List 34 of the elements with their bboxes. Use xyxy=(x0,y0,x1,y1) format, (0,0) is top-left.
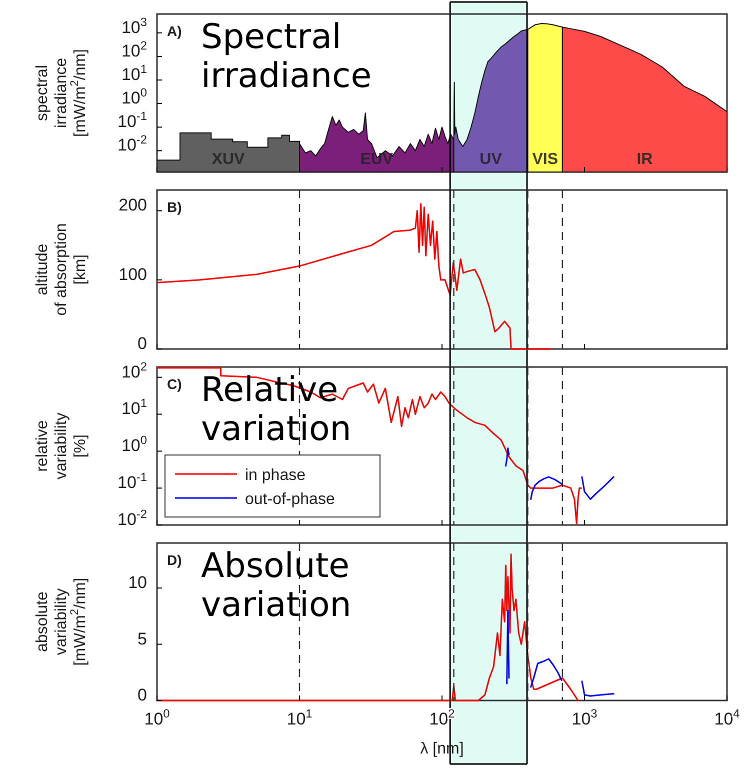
x-tick-label: 10$^{1}$ xyxy=(286,706,313,728)
y-tick-label: 10$^{2}$ xyxy=(121,359,148,382)
series-label: EUV xyxy=(360,151,394,168)
annotation: D) xyxy=(167,552,182,568)
y-tick-label: 10$^{-2}$ xyxy=(118,507,148,529)
series-label: IR xyxy=(636,151,654,168)
y-tick-label: 10 xyxy=(128,573,147,592)
y-tick-label: 10$^{1}$ xyxy=(121,396,148,418)
y-tick-label: 10$^{3}$ xyxy=(121,14,148,37)
y-tick-label: 10$^{2}$ xyxy=(121,38,148,60)
y-tick-label: 10$^{-1}$ xyxy=(118,109,148,132)
series-label: VIS xyxy=(532,151,558,168)
y-tick-label: 0 xyxy=(138,334,147,353)
x-tick-label: 10$^{4}$ xyxy=(714,706,740,728)
y-tick-label: 10$^{1}$ xyxy=(121,62,148,84)
y-tick-label: 5 xyxy=(138,629,147,648)
x-tick-label: 10$^{3}$ xyxy=(572,706,598,728)
annotation: Spectral irradiance xyxy=(201,17,372,96)
annotation: A) xyxy=(167,23,182,39)
legend-label: in phase xyxy=(245,467,306,484)
y-axis-title: relative variability [%] xyxy=(34,412,90,480)
series-label: UV xyxy=(480,151,502,168)
annotation: C) xyxy=(167,376,182,392)
y-axis-title: altitude of absorption [km] xyxy=(34,223,90,316)
y-tick-label: 200 xyxy=(118,196,147,215)
y-tick-label: 10$^{-1}$ xyxy=(118,470,148,492)
annotation: Absolute variation xyxy=(201,546,352,626)
y-tick-label: 10$^{0}$ xyxy=(121,433,148,456)
y-tick-label: 10$^{-2}$ xyxy=(118,132,148,155)
y-tick-label: 10$^{0}$ xyxy=(121,86,148,108)
annotation: B) xyxy=(167,199,182,215)
legend-label: out-of-phase xyxy=(245,491,335,508)
y-tick-label: 100 xyxy=(118,264,147,284)
y-tick-label: 0 xyxy=(138,686,147,704)
